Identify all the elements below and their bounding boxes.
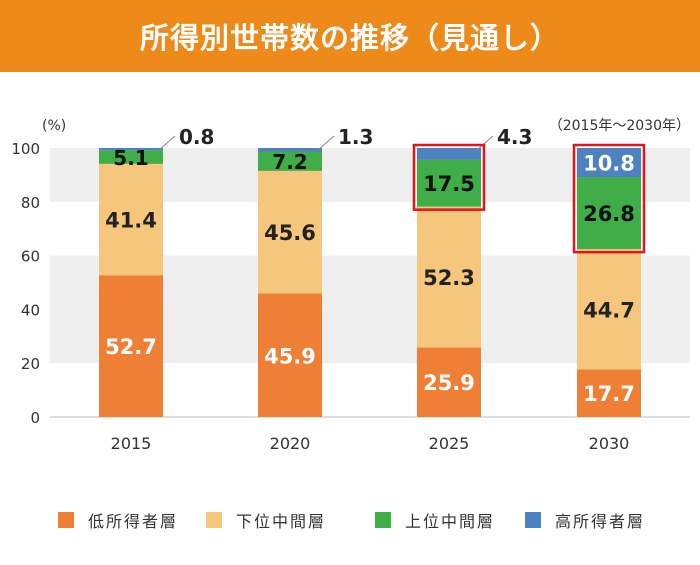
x-tick-label: 2025 [429,434,470,453]
bar-segment [99,148,163,151]
data-label: 10.8 [583,152,635,176]
chart-title: 所得別世帯数の推移（見通し） [139,21,560,55]
data-label: 45.6 [264,221,316,245]
bar-segment [258,170,322,294]
data-label: 52.7 [105,335,157,359]
legend-swatch [58,512,74,528]
legend-item: 低所得者層 [58,508,178,532]
bar-segment [258,151,322,171]
bar-segment [258,148,322,152]
legend-label: 低所得者層 [88,512,179,531]
title-bar: 所得別世帯数の推移（見通し） [0,0,700,72]
data-label: 5.1 [113,146,148,170]
highlight-box [412,143,486,211]
bar-segment [577,177,641,250]
period-note: （2015年～2030年） [549,118,690,134]
data-label: 1.3 [338,125,373,149]
data-label: 44.7 [583,298,635,322]
data-label: 45.9 [264,344,316,368]
highlight-box [572,143,646,254]
y-tick-label: 40 [21,301,40,319]
y-tick-label: 80 [21,194,40,212]
y-axis-unit: (%) [42,118,66,134]
y-tick-label: 20 [21,355,40,373]
bar-segment [258,293,322,417]
leader-line [476,135,494,151]
data-label: 26.8 [583,202,635,226]
bar-segment [577,249,641,370]
bar-segment [417,347,481,417]
legend-label: 高所得者層 [555,512,646,531]
y-tick-label: 100 [11,140,40,158]
x-tick-label: 2020 [270,434,311,453]
legend-label: 下位中間層 [236,512,327,531]
data-label: 41.4 [105,209,157,233]
leader-line [158,135,176,151]
legend-label: 上位中間層 [405,512,496,531]
legend-item: 上位中間層 [375,508,495,532]
data-label: 0.8 [179,125,214,149]
legend-swatch [375,512,391,528]
data-label: 4.3 [497,125,532,149]
bar-segment [417,159,481,207]
legend-swatch [206,512,222,528]
legend-item: 高所得者層 [525,508,645,532]
legend-swatch [525,512,541,528]
data-label: 17.7 [583,382,635,406]
data-label: 25.9 [423,371,475,395]
y-tick-label: 60 [21,248,40,266]
bar-segment [577,369,641,417]
stacked-bar-chart: 0 20 40 60 80 100(%) （2015年～2030年） 52.7 41.4 5.1 0… [11,118,690,453]
bar-segment [99,150,163,164]
legend-item: 下位中間層 [206,508,326,532]
bar-segment [417,148,481,160]
data-label: 52.3 [423,266,475,290]
leader-line [317,135,335,151]
legend: 低所得者層 下位中間層 上位中間層 高所得者層 [0,508,700,538]
bar-segment [99,163,163,276]
data-label: 7.2 [272,150,307,174]
y-tick-label: 0 [30,409,40,427]
bar-segment [417,206,481,348]
x-tick-label: 2030 [589,434,630,453]
data-label: 17.5 [423,172,475,196]
bar-segment [99,275,163,417]
x-tick-label: 2015 [111,434,152,453]
bar-segment [577,148,641,178]
